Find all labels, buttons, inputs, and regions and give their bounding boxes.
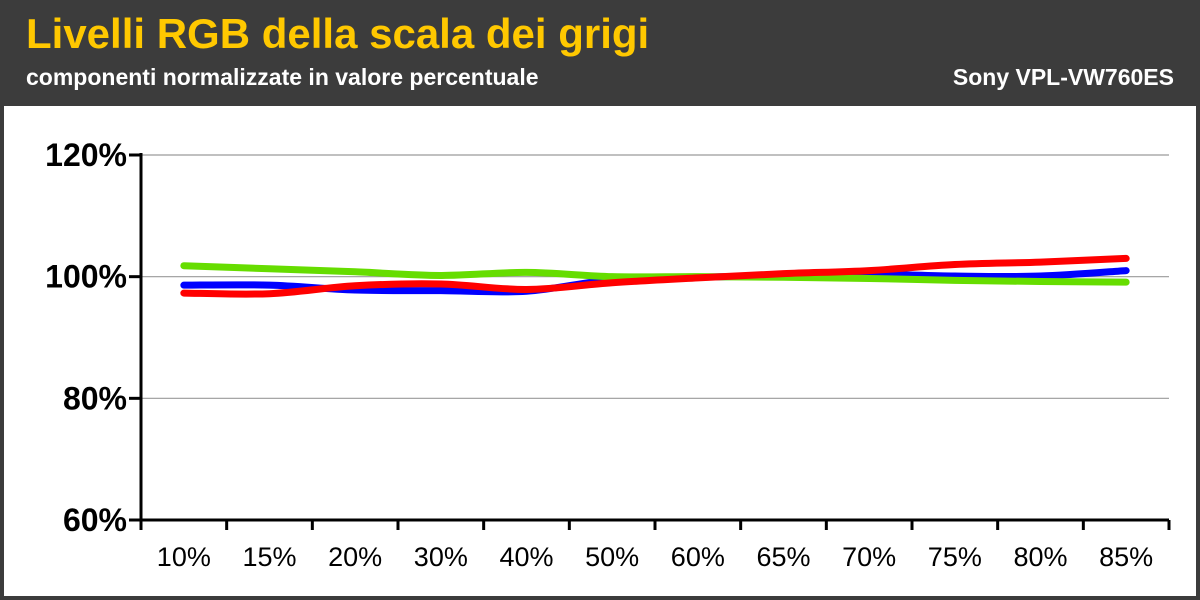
x-tick-label: 20% bbox=[328, 542, 382, 572]
chart-header: Livelli RGB della scala dei grigi compon… bbox=[0, 0, 1200, 104]
x-tick-label: 75% bbox=[928, 542, 982, 572]
x-tick-label: 50% bbox=[585, 542, 639, 572]
x-tick-label: 30% bbox=[414, 542, 468, 572]
x-tick-label: 40% bbox=[499, 542, 553, 572]
y-tick-label: 80% bbox=[63, 380, 127, 416]
series-line-red bbox=[180, 254, 1130, 298]
y-tick-label: 120% bbox=[45, 137, 127, 173]
y-tick-label: 100% bbox=[45, 259, 127, 295]
y-tick-label: 60% bbox=[63, 502, 127, 538]
chart-panel: 60% 80% 100% 120% 10% 15% 20% 30% 40% 50% 60% 65% 70… bbox=[4, 106, 1196, 596]
chart-subtitle: componenti normalizzate in valore percen… bbox=[26, 64, 539, 90]
device-model-label: Sony VPL-VW760ES bbox=[952, 64, 1174, 90]
x-tick-label: 15% bbox=[242, 542, 296, 572]
x-tick-label: 85% bbox=[1099, 542, 1153, 572]
x-tick-label: 60% bbox=[671, 542, 725, 572]
x-tick-label: 10% bbox=[157, 542, 211, 572]
chart-title: Livelli RGB della scala dei grigi bbox=[26, 10, 650, 57]
x-tick-label: 80% bbox=[1013, 542, 1067, 572]
x-tick-label: 70% bbox=[842, 542, 896, 572]
rgb-levels-chart: 60% 80% 100% 120% 10% 15% 20% 30% 40% 50% 60% 65% 70… bbox=[45, 137, 1171, 572]
x-tick-label: 65% bbox=[756, 542, 810, 572]
